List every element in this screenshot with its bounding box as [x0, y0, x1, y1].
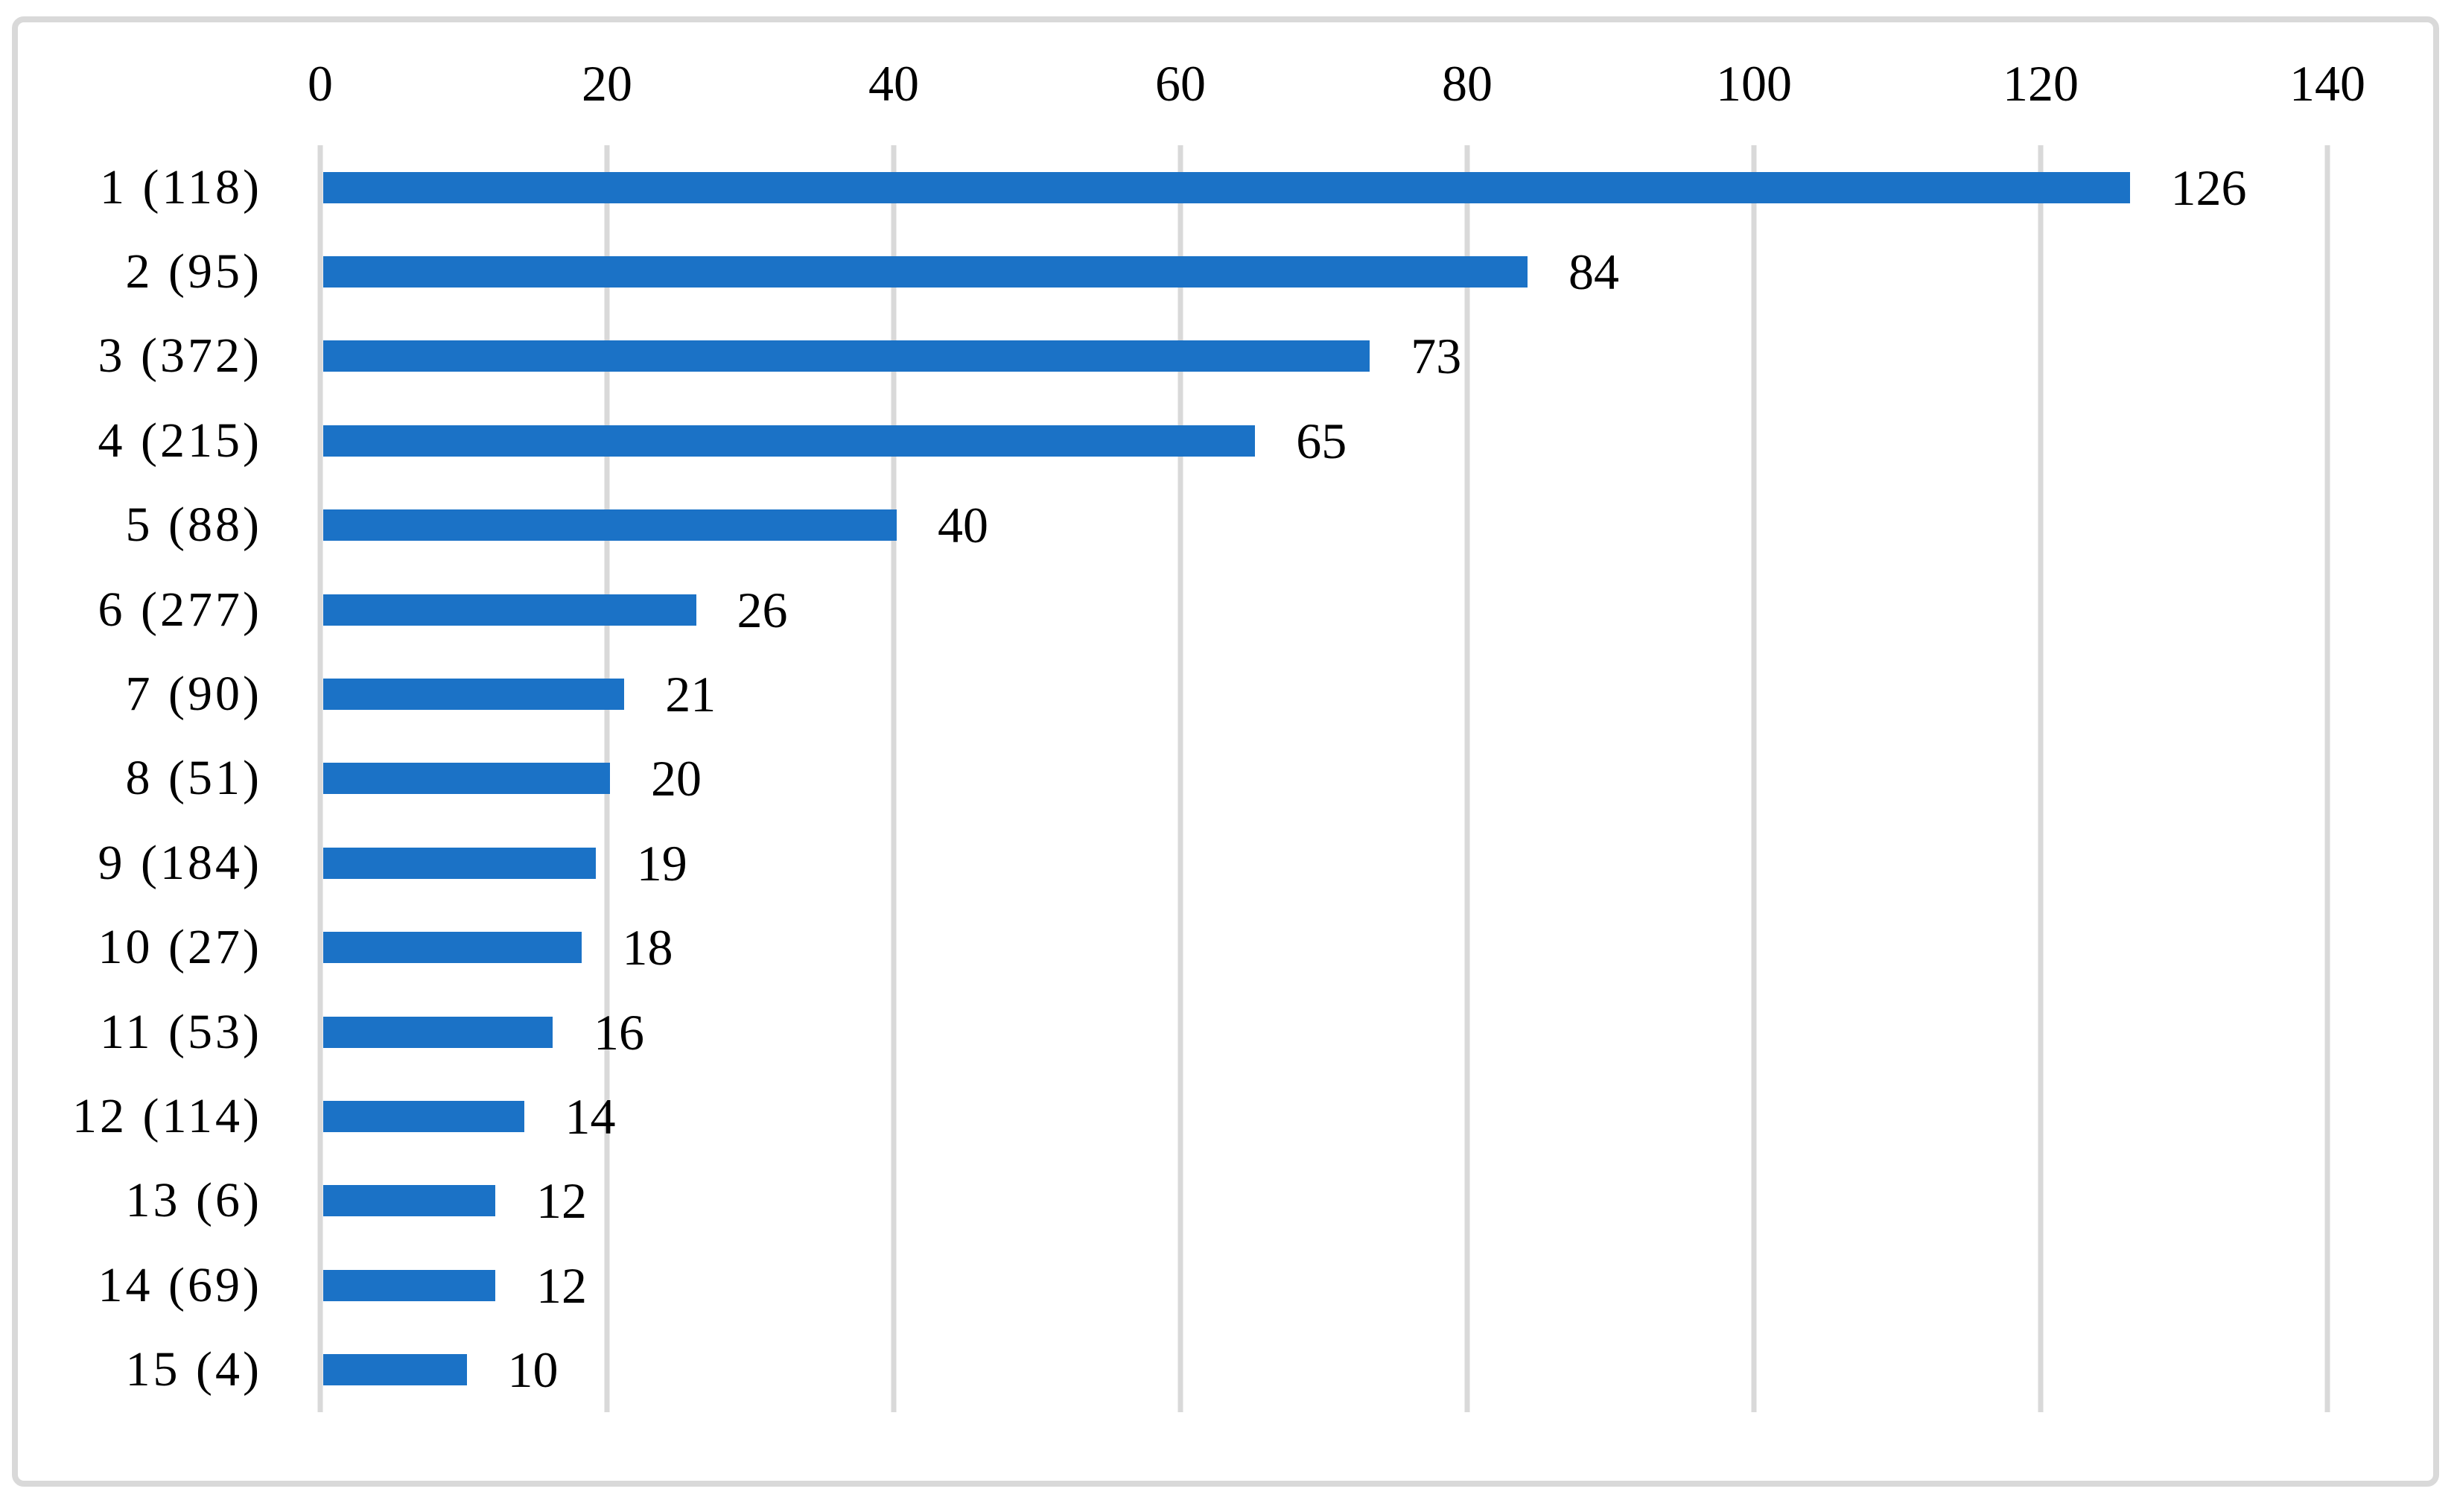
category-label: 12 (114): [71, 1089, 262, 1144]
category-label: 8 (51): [125, 751, 262, 806]
value-label: 65: [1296, 412, 1347, 469]
bar-row: 9 (184) 19: [0, 821, 2457, 905]
value-label: 12: [536, 1257, 587, 1314]
bar: [323, 847, 596, 879]
x-axis-tick-label: 0: [308, 55, 333, 112]
gridline: [891, 145, 897, 1412]
value-label: 40: [938, 497, 988, 554]
category-label: 5 (88): [125, 498, 262, 553]
value-label: 16: [594, 1003, 644, 1061]
x-axis-tick-label: 120: [2003, 55, 2079, 112]
bar-row: 3 (372) 73: [0, 314, 2457, 398]
bar-row: 1 (118) 126: [0, 145, 2457, 229]
x-axis-tick-label: 100: [1716, 55, 1792, 112]
bar-row: 15 (4) 10: [0, 1328, 2457, 1412]
category-label: 2 (95): [125, 244, 262, 299]
x-axis-tick-label: 60: [1155, 55, 1206, 112]
value-label: 12: [536, 1172, 587, 1230]
category-label: 15 (4): [125, 1342, 262, 1397]
category-label: 4 (215): [98, 413, 262, 468]
bar: [323, 594, 696, 626]
bar: [323, 1354, 467, 1386]
bar-row: 5 (88) 40: [0, 483, 2457, 568]
category-label: 14 (69): [98, 1257, 262, 1312]
bar: [323, 509, 897, 541]
gridline: [2038, 145, 2044, 1412]
bar-row: 8 (51) 20: [0, 737, 2457, 821]
x-axis-tick-label: 80: [1442, 55, 1493, 112]
value-label: 10: [507, 1341, 559, 1399]
category-label: 6 (277): [98, 582, 262, 637]
value-label: 73: [1411, 328, 1462, 385]
bar: [323, 340, 1370, 372]
value-label: 20: [651, 750, 702, 807]
category-label: 1 (118): [99, 159, 262, 215]
bar: [323, 1016, 553, 1048]
x-axis-tick-label: 40: [868, 55, 919, 112]
category-label: 7 (90): [125, 667, 262, 722]
bar-row: 4 (215) 65: [0, 398, 2457, 483]
bar: [323, 1185, 495, 1217]
category-label: 10 (27): [98, 920, 262, 975]
figure-frame: [12, 16, 2439, 1487]
category-label: 9 (184): [98, 835, 262, 890]
gridline: [1751, 145, 1757, 1412]
gridline: [2324, 145, 2330, 1412]
category-label: 13 (6): [125, 1173, 262, 1228]
bar-row: 7 (90) 21: [0, 652, 2457, 736]
bar-row: 12 (114) 14: [0, 1074, 2457, 1158]
x-axis-tick-label: 140: [2289, 55, 2365, 112]
bar: [323, 1101, 524, 1133]
bar-row: 2 (95) 84: [0, 229, 2457, 314]
bar: [323, 1269, 495, 1301]
value-label: 126: [2170, 159, 2247, 216]
bar: [323, 256, 1528, 288]
bar-row: 11 (53) 16: [0, 990, 2457, 1074]
bar-row: 6 (277) 26: [0, 568, 2457, 652]
value-label: 21: [665, 666, 716, 723]
category-label: 11 (53): [99, 1004, 262, 1059]
bar: [323, 679, 625, 711]
bar-row: 14 (69) 12: [0, 1243, 2457, 1327]
gridline: [1177, 145, 1183, 1412]
bar: [323, 425, 1256, 457]
value-label: 18: [622, 919, 673, 976]
bar: [323, 763, 610, 795]
bar-row: 10 (27) 18: [0, 906, 2457, 990]
category-label: 3 (372): [98, 328, 262, 384]
bar: [323, 171, 2130, 203]
value-label: 84: [1568, 244, 1619, 301]
value-label: 26: [737, 581, 788, 638]
bar-row: 13 (6) 12: [0, 1159, 2457, 1243]
value-label: 14: [565, 1088, 616, 1146]
gridline: [1464, 145, 1470, 1412]
bar: [323, 932, 582, 964]
x-axis-tick-label: 20: [582, 55, 632, 112]
value-label: 19: [636, 834, 687, 892]
gridline: [317, 145, 323, 1412]
